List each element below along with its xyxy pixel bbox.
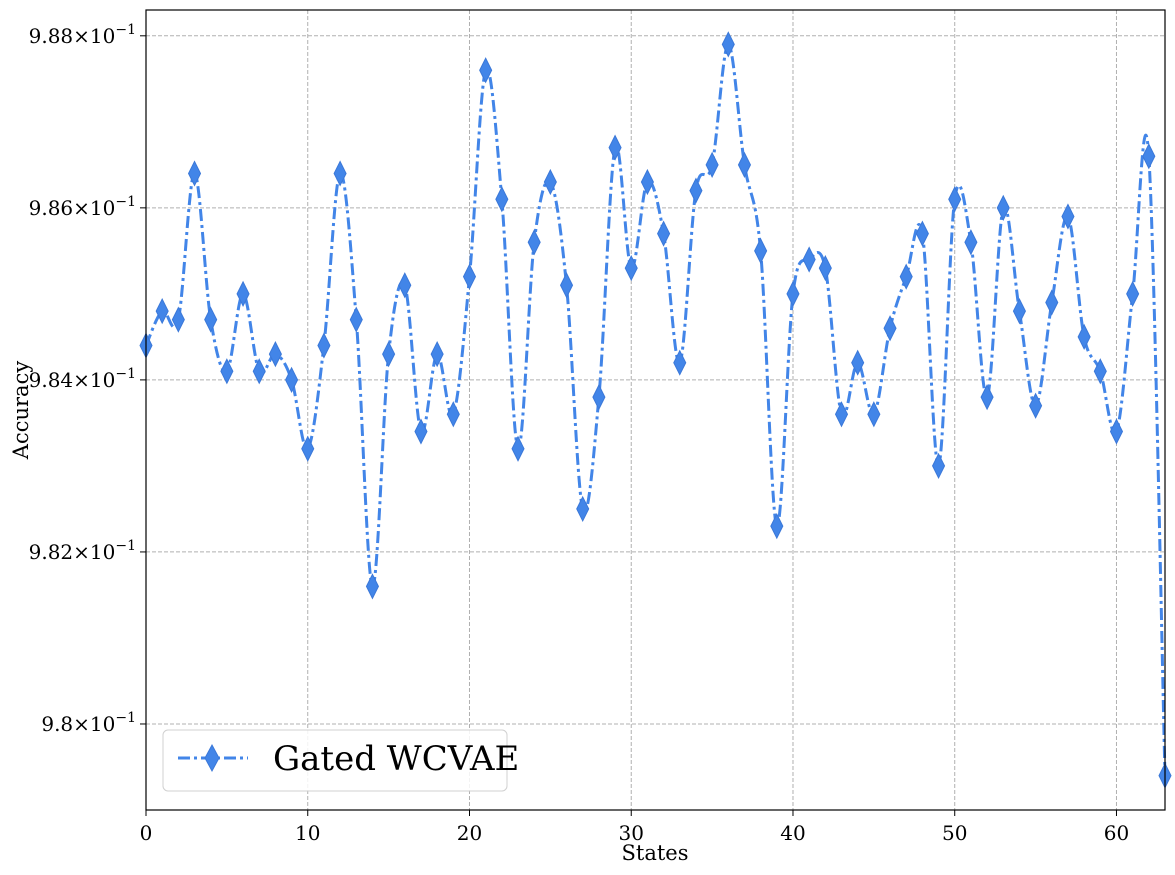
data-point-marker xyxy=(899,263,913,290)
data-point-marker xyxy=(1142,143,1156,170)
legend-box xyxy=(162,729,508,792)
y-tick-label: 9.8×10−1 xyxy=(41,710,136,736)
data-point-marker xyxy=(252,358,266,385)
data-point-marker xyxy=(495,186,509,213)
plot-frame xyxy=(145,9,1166,811)
data-point-marker xyxy=(964,229,978,256)
data-point-marker xyxy=(980,383,994,411)
data-point-marker xyxy=(689,177,703,204)
data-point-marker xyxy=(948,186,962,213)
data-point-marker xyxy=(592,383,606,411)
data-point-marker xyxy=(770,513,784,540)
data-point-marker xyxy=(996,194,1010,221)
y-tick-label: 9.82×10−1 xyxy=(29,538,136,564)
y-tick-label: 9.88×10−1 xyxy=(29,22,136,48)
data-point-marker xyxy=(333,160,347,187)
data-point-marker xyxy=(834,401,849,428)
data-point-marker xyxy=(559,272,574,299)
data-point-marker xyxy=(462,263,477,290)
data-point-marker xyxy=(236,280,250,307)
y-axis-ticks: 9.8×10−1 9.82×10−1 9.84×10−1 9.86×10−1 9.88×… xyxy=(29,22,146,736)
x-tick-label: 20 xyxy=(457,821,482,845)
legend-marker-icon xyxy=(204,743,220,773)
data-point-marker xyxy=(543,168,557,196)
data-point-marker xyxy=(802,246,816,273)
data-point-marker xyxy=(1012,297,1026,325)
data-point-marker xyxy=(883,315,897,342)
data-point-marker xyxy=(754,237,768,264)
data-point-marker xyxy=(1045,289,1059,316)
legend: Gated WCVAE xyxy=(162,729,519,792)
data-point-marker xyxy=(640,168,654,196)
data-point-marker xyxy=(220,358,234,385)
data-point-marker xyxy=(414,418,428,445)
grid-lines xyxy=(145,10,1165,810)
x-tick-label: 50 xyxy=(942,821,967,845)
data-point-marker xyxy=(301,435,315,462)
data-point-marker xyxy=(673,349,687,376)
data-point-marker xyxy=(1029,392,1043,419)
legend-label: Gated WCVAE xyxy=(273,739,519,779)
data-point-marker xyxy=(624,254,638,282)
data-point-marker xyxy=(155,297,169,325)
x-axis-label: States xyxy=(622,841,689,865)
data-point-marker xyxy=(1109,418,1124,445)
data-point-marker xyxy=(446,401,460,428)
data-point-marker xyxy=(285,366,299,394)
data-point-marker xyxy=(608,134,622,161)
x-tick-label: 0 xyxy=(140,821,153,845)
x-tick-label: 40 xyxy=(780,821,805,845)
data-point-marker xyxy=(1093,358,1107,385)
data-point-marker xyxy=(479,57,493,84)
data-point-marker xyxy=(382,340,396,368)
data-point-marker xyxy=(365,573,380,600)
data-point-marker xyxy=(737,151,752,178)
series-gated-wcvae xyxy=(139,31,1172,789)
x-axis-ticks: 0 10 20 30 40 50 60 xyxy=(140,810,1129,845)
data-point-marker xyxy=(398,272,412,299)
data-point-marker xyxy=(1061,203,1075,230)
y-tick-label: 9.86×10−1 xyxy=(29,194,136,220)
data-point-marker xyxy=(867,401,881,428)
series-line xyxy=(144,42,1167,776)
data-point-marker xyxy=(527,229,541,256)
data-point-marker xyxy=(317,332,331,359)
data-point-marker xyxy=(1126,280,1140,307)
data-point-marker xyxy=(818,254,832,282)
data-point-marker xyxy=(915,220,929,247)
y-axis-label: Accuracy xyxy=(9,361,33,461)
data-point-marker xyxy=(268,340,282,368)
data-point-marker xyxy=(171,306,185,333)
data-point-marker xyxy=(657,220,671,247)
data-point-marker xyxy=(511,435,525,462)
x-tick-label: 30 xyxy=(619,821,644,845)
data-point-marker xyxy=(576,495,590,523)
data-point-marker xyxy=(187,160,202,187)
data-point-marker xyxy=(721,31,735,58)
data-point-marker xyxy=(204,306,218,333)
x-tick-label: 60 xyxy=(1104,821,1129,845)
y-tick-label: 9.84×10−1 xyxy=(29,366,136,392)
x-tick-label: 10 xyxy=(295,821,320,845)
data-point-marker xyxy=(851,349,865,376)
data-point-marker xyxy=(786,280,800,307)
data-point-marker xyxy=(430,340,444,368)
data-point-marker xyxy=(705,151,719,178)
data-point-marker xyxy=(931,452,946,480)
data-point-marker xyxy=(1077,323,1091,351)
data-point-marker xyxy=(349,306,363,333)
